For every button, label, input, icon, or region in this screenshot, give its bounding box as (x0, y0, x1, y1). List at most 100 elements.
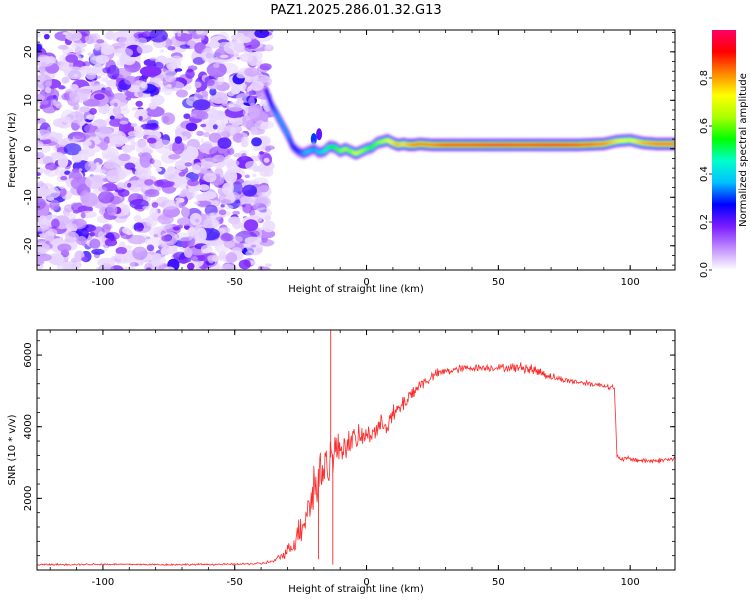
heatmap-noise-cell (257, 266, 271, 270)
heatmap-noise-cell (102, 67, 111, 74)
spectrogram-y-tick-label: -10 (23, 189, 34, 205)
heatmap-noise-cell (149, 226, 163, 238)
heatmap-noise-cell (45, 162, 58, 171)
heatmap-noise-cell (59, 236, 64, 240)
heatmap-noise-cell (71, 38, 83, 53)
heatmap-noise-cell (48, 252, 64, 266)
heatmap-noise-cell (37, 43, 43, 52)
heatmap-noise-cell (241, 204, 246, 208)
heatmap-noise-cell (231, 181, 243, 196)
heatmap-noise-cell (184, 84, 192, 90)
heatmap-noise-cell (251, 137, 262, 147)
heatmap-noise-cell (162, 84, 173, 96)
spectrogram-x-tick-label: 50 (492, 277, 505, 288)
heatmap-noise-cell (83, 140, 92, 147)
heatmap-noise-cell (37, 256, 45, 266)
heatmap-ridge-cell (271, 107, 276, 110)
heatmap-noise-cell (224, 205, 234, 210)
figure-title: PAZ1.2025.286.01.32.G13 (270, 3, 441, 18)
heatmap-noise-cell (126, 135, 136, 143)
heatmap-noise-cell (222, 102, 228, 107)
heatmap-noise-cell (259, 63, 272, 71)
heatmap-noise-cell (177, 32, 182, 37)
heatmap-noise-cell (133, 126, 144, 132)
heatmap-noise-cell (37, 129, 52, 141)
heatmap-noise-cell (115, 246, 128, 255)
heatmap-noise-cell (145, 267, 152, 270)
heatmap-ridge-cell (265, 92, 270, 96)
heatmap-noise-cell (49, 199, 60, 211)
heatmap-noise-cell (265, 263, 272, 267)
heatmap-noise-cell (233, 236, 243, 243)
heatmap-noise-cell (145, 236, 151, 240)
heatmap-noise-cell (211, 107, 216, 112)
heatmap-noise-cell (60, 175, 68, 181)
heatmap-noise-cell (71, 153, 83, 163)
heatmap-noise-cell (139, 155, 152, 168)
heatmap-noise-cell (104, 238, 118, 247)
heatmap-noise-cell (201, 47, 215, 63)
heatmap-noise-cell (168, 154, 181, 160)
heatmap-noise-cell (236, 72, 246, 79)
heatmap-noise-cell (174, 68, 183, 72)
heatmap-noise-cell (166, 246, 178, 255)
heatmap-noise-cell (134, 168, 149, 179)
heatmap-noise-cell (196, 89, 201, 93)
heatmap-ridge-cell (285, 133, 290, 137)
heatmap-noise-cell (148, 30, 168, 43)
heatmap-noise-cell (219, 54, 229, 59)
heatmap-noise-cell (191, 191, 199, 199)
heatmap-noise-cell (113, 47, 134, 58)
heatmap-noise-cell (234, 167, 242, 173)
snr-x-tick-label: -50 (227, 577, 243, 588)
heatmap-noise-cell (239, 53, 254, 63)
heatmap-noise-cell (95, 55, 110, 64)
spectrogram-y-tick-label: -20 (23, 238, 34, 254)
heatmap-noise-cell (260, 126, 267, 131)
heatmap-noise-cell (104, 86, 112, 95)
heatmap-noise-cell (232, 210, 240, 216)
heatmap-noise-cell (44, 86, 52, 94)
heatmap-noise-cell (45, 80, 52, 88)
heatmap-noise-cell (38, 247, 47, 254)
heatmap-noise-cell (234, 117, 243, 122)
heatmap-noise-cell (39, 30, 52, 35)
heatmap-noise-cell (79, 190, 90, 204)
heatmap-noise-cell (94, 75, 102, 79)
heatmap-noise-cell (166, 59, 178, 70)
heatmap-noise-cell (144, 189, 160, 198)
heatmap-noise-cell (195, 30, 205, 35)
heatmap-noise-cell (118, 153, 131, 162)
heatmap-noise-cell (262, 119, 269, 122)
heatmap-noise-cell (212, 255, 220, 262)
heatmap-ridge-cell (276, 115, 281, 119)
heatmap-noise-cell (244, 174, 250, 179)
heatmap-noise-cell (147, 137, 157, 144)
snr-y-tick-label: 2000 (23, 486, 34, 511)
heatmap-noise-cell (208, 119, 225, 130)
heatmap-noise-cell (221, 263, 235, 270)
heatmap-noise-cell (93, 93, 105, 101)
heatmap-ridge-cell (283, 129, 288, 132)
heatmap-noise-cell (124, 162, 136, 170)
heatmap-noise-cell (225, 211, 231, 216)
heatmap-noise-cell (184, 162, 193, 167)
heatmap-noise-cell (57, 44, 69, 50)
heatmap-noise-cell (85, 175, 104, 189)
snr-x-tick-label: 0 (363, 577, 369, 588)
heatmap-noise-cell (227, 91, 235, 97)
heatmap-noise-cell (146, 244, 155, 252)
heatmap-ridge-cell (266, 95, 271, 99)
heatmap-noise-cell (178, 201, 186, 209)
heatmap-noise-cell (57, 243, 72, 252)
heatmap-ridge-cell (269, 102, 273, 105)
heatmap-noise-cell (103, 32, 114, 40)
heatmap-noise-cell (46, 228, 58, 236)
heatmap-noise-cell (100, 44, 115, 55)
heatmap-blob (310, 133, 317, 146)
heatmap-noise-cell (136, 44, 148, 54)
heatmap-noise-cell (37, 117, 46, 124)
heatmap-noise-cell (37, 151, 45, 160)
